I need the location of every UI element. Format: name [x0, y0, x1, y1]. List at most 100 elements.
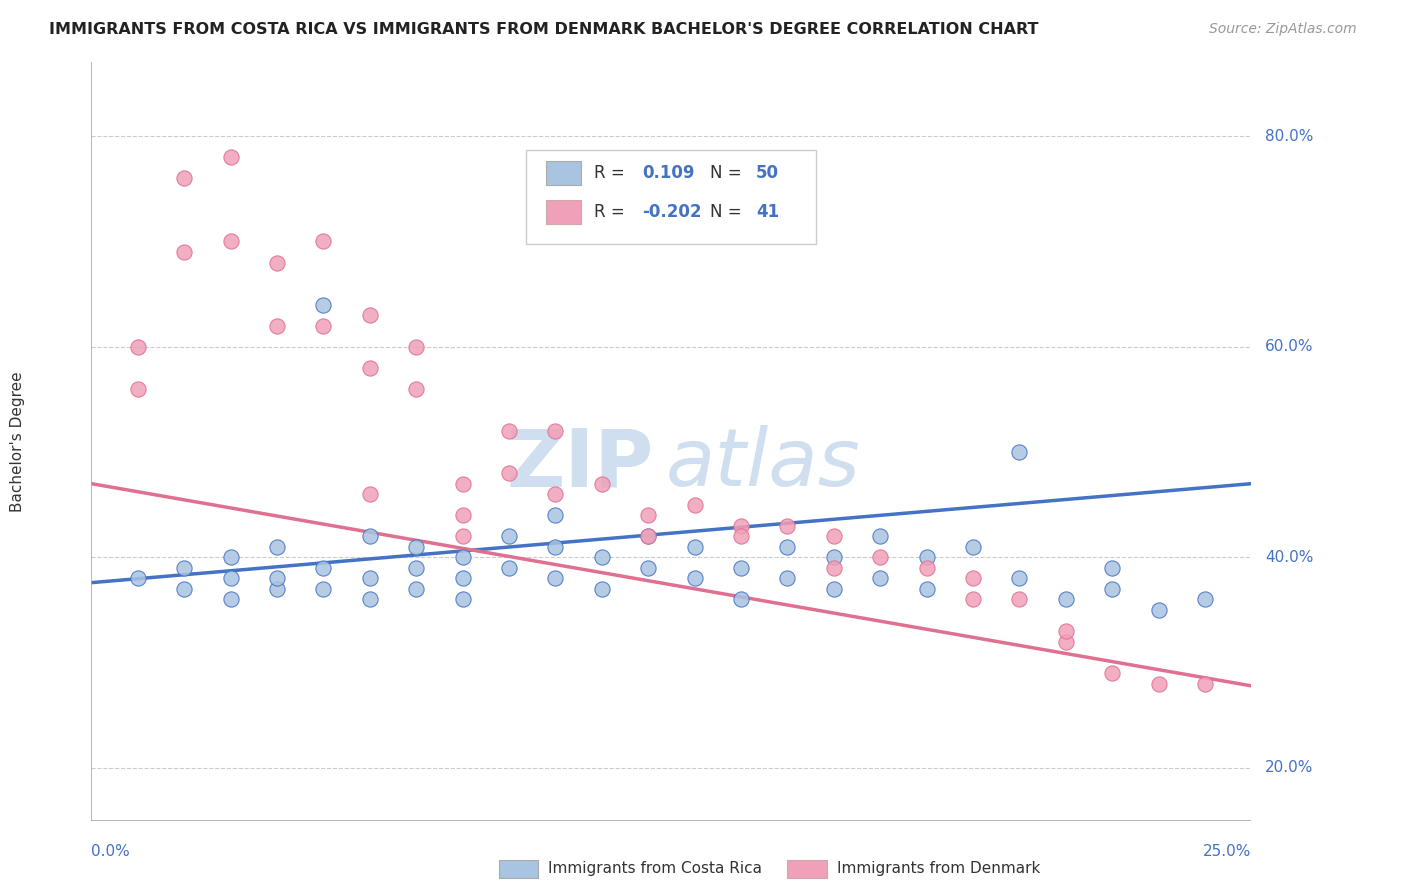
Point: [173, 582, 195, 596]
Point: [173, 561, 195, 575]
Point: [219, 571, 242, 585]
Point: [359, 308, 381, 322]
Point: [266, 540, 288, 554]
Point: [1101, 666, 1123, 681]
Point: [266, 255, 288, 269]
Point: [127, 571, 149, 585]
Point: [823, 550, 845, 565]
Point: [127, 382, 149, 396]
Text: -0.202: -0.202: [643, 202, 702, 221]
Point: [962, 592, 984, 607]
Point: [219, 550, 242, 565]
Point: [1101, 582, 1123, 596]
Point: [823, 582, 845, 596]
Point: [451, 592, 474, 607]
Text: Immigrants from Denmark: Immigrants from Denmark: [837, 862, 1040, 876]
Point: [219, 592, 242, 607]
Point: [869, 529, 891, 543]
Point: [730, 529, 752, 543]
Point: [1054, 592, 1077, 607]
Text: IMMIGRANTS FROM COSTA RICA VS IMMIGRANTS FROM DENMARK BACHELOR'S DEGREE CORRELAT: IMMIGRANTS FROM COSTA RICA VS IMMIGRANTS…: [49, 22, 1039, 37]
Text: R =: R =: [593, 202, 630, 221]
Point: [637, 529, 659, 543]
Point: [776, 518, 799, 533]
FancyBboxPatch shape: [546, 200, 581, 224]
Point: [266, 571, 288, 585]
Text: 41: 41: [756, 202, 779, 221]
Point: [915, 582, 938, 596]
Text: ZIP: ZIP: [506, 425, 654, 503]
Point: [312, 582, 335, 596]
Point: [405, 340, 427, 354]
Point: [498, 466, 520, 480]
Point: [405, 382, 427, 396]
Text: 25.0%: 25.0%: [1204, 844, 1251, 859]
Point: [312, 318, 335, 333]
Point: [451, 476, 474, 491]
Point: [591, 582, 613, 596]
Point: [1147, 603, 1170, 617]
Point: [823, 529, 845, 543]
Text: Bachelor's Degree: Bachelor's Degree: [10, 371, 25, 512]
FancyBboxPatch shape: [546, 161, 581, 186]
Point: [498, 424, 520, 438]
Point: [915, 561, 938, 575]
Point: [1194, 592, 1216, 607]
Text: N =: N =: [710, 164, 747, 182]
Point: [359, 360, 381, 375]
Point: [1147, 677, 1170, 691]
Text: 0.0%: 0.0%: [91, 844, 131, 859]
Point: [405, 561, 427, 575]
Point: [359, 487, 381, 501]
Point: [405, 582, 427, 596]
Point: [730, 561, 752, 575]
Point: [312, 298, 335, 312]
Point: [359, 571, 381, 585]
Point: [359, 592, 381, 607]
Point: [359, 529, 381, 543]
Point: [266, 318, 288, 333]
Point: [219, 150, 242, 164]
Point: [683, 571, 706, 585]
Point: [544, 424, 567, 438]
Text: N =: N =: [710, 202, 747, 221]
Point: [498, 529, 520, 543]
Point: [1008, 445, 1031, 459]
Point: [1008, 592, 1031, 607]
Point: [451, 508, 474, 523]
Point: [544, 540, 567, 554]
Point: [405, 540, 427, 554]
Point: [544, 508, 567, 523]
Text: 40.0%: 40.0%: [1265, 549, 1313, 565]
Point: [1194, 677, 1216, 691]
Point: [498, 561, 520, 575]
Point: [962, 540, 984, 554]
Point: [1054, 634, 1077, 648]
Text: 20.0%: 20.0%: [1265, 761, 1313, 775]
Point: [1054, 624, 1077, 639]
Point: [823, 561, 845, 575]
Text: Immigrants from Costa Rica: Immigrants from Costa Rica: [548, 862, 762, 876]
Text: R =: R =: [593, 164, 630, 182]
Point: [173, 244, 195, 259]
Point: [544, 571, 567, 585]
Point: [637, 561, 659, 575]
Text: Source: ZipAtlas.com: Source: ZipAtlas.com: [1209, 22, 1357, 37]
Point: [730, 592, 752, 607]
Point: [591, 476, 613, 491]
Text: 0.109: 0.109: [643, 164, 695, 182]
Point: [451, 529, 474, 543]
Point: [219, 235, 242, 249]
Text: 80.0%: 80.0%: [1265, 128, 1313, 144]
FancyBboxPatch shape: [526, 150, 817, 244]
Point: [173, 171, 195, 186]
Point: [869, 550, 891, 565]
Point: [591, 550, 613, 565]
Point: [915, 550, 938, 565]
Text: atlas: atlas: [665, 425, 860, 503]
Point: [451, 550, 474, 565]
Point: [683, 540, 706, 554]
Point: [637, 529, 659, 543]
Point: [776, 571, 799, 585]
Point: [637, 508, 659, 523]
